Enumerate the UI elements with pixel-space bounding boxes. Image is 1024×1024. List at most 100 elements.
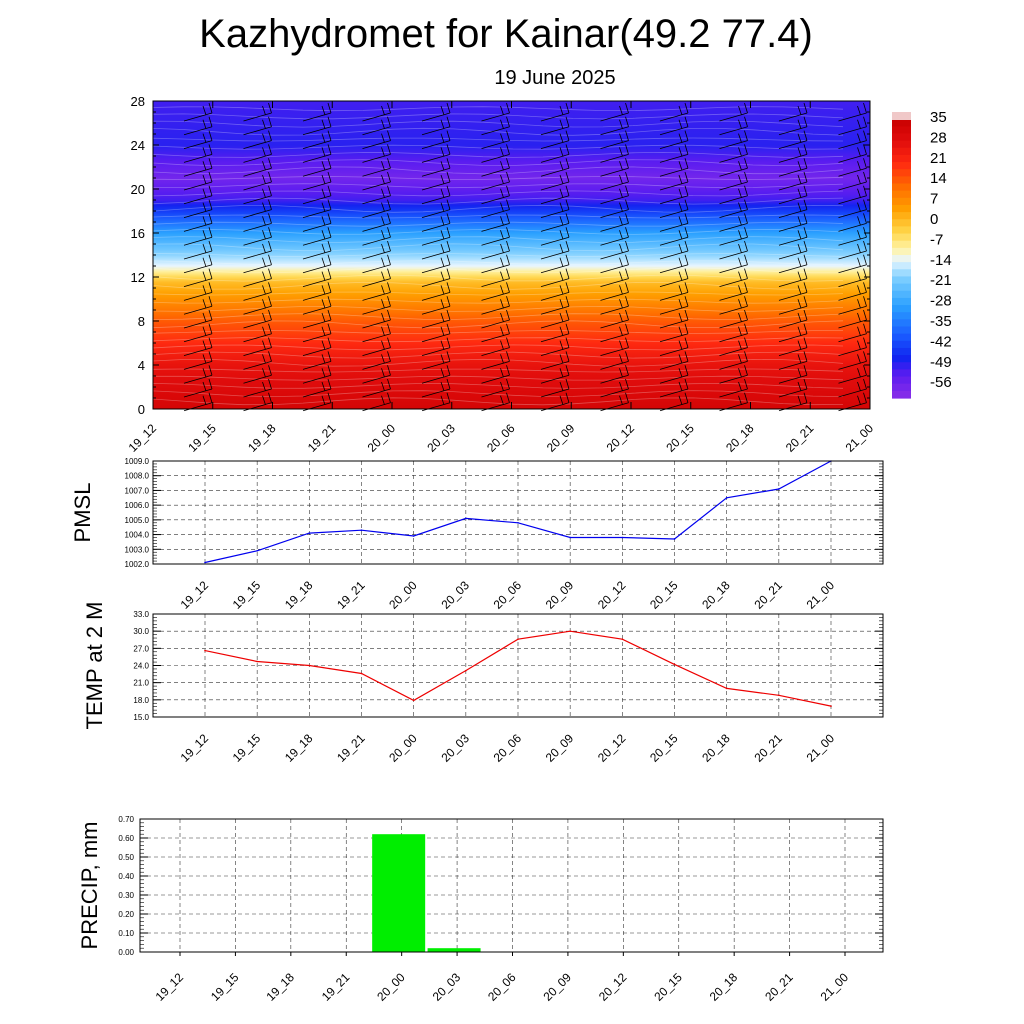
barb-flag <box>381 174 385 185</box>
barb-shaft <box>719 126 748 136</box>
barb-flag <box>797 161 802 171</box>
barb-flag <box>327 392 332 403</box>
barb-shaft <box>362 250 391 260</box>
barb-shaft <box>302 112 332 122</box>
colorbar-swatch <box>892 326 911 335</box>
barb-shaft <box>243 264 272 274</box>
barb-flag <box>678 326 683 336</box>
barb-flag <box>268 240 272 252</box>
wind-barb <box>421 365 451 384</box>
barb-flag <box>506 240 510 252</box>
data-point <box>412 699 415 702</box>
barb-shaft <box>778 140 808 149</box>
x-tick-label: 19_18 <box>282 731 316 765</box>
wind-barb <box>838 378 867 398</box>
barb-flag <box>321 368 326 378</box>
barb-flag <box>619 326 623 336</box>
wind-barb <box>778 171 808 191</box>
barb-flag <box>387 365 391 376</box>
barb-flag <box>738 174 742 185</box>
barb-flag <box>327 337 332 348</box>
barb-shaft <box>481 388 510 398</box>
barb-flag <box>738 188 742 198</box>
barb-flag <box>863 296 867 307</box>
isotherm-contour <box>152 375 844 381</box>
barb-shaft <box>778 374 808 384</box>
barb-flag <box>619 147 623 157</box>
wind-barb <box>600 296 629 315</box>
barb-shaft <box>838 278 867 287</box>
barb-flag <box>625 351 629 362</box>
barb-shaft <box>362 305 391 315</box>
barb-flag <box>744 351 748 362</box>
barb-shaft <box>600 388 629 398</box>
barb-flag <box>803 116 808 127</box>
data-point <box>465 517 467 520</box>
barb-shaft <box>778 167 808 177</box>
wind-barb <box>600 213 629 232</box>
barb-flag <box>321 340 326 350</box>
data-point <box>308 532 311 534</box>
barb-flag <box>321 354 326 364</box>
barb-flag <box>387 158 391 169</box>
barb-flag <box>684 213 689 224</box>
barb-flag <box>202 340 207 350</box>
wind-barb <box>421 323 451 343</box>
barb-flag <box>625 199 629 210</box>
barb-flag <box>619 174 623 185</box>
x-tick-label: 20_03 <box>438 731 472 765</box>
barb-shaft <box>838 223 867 232</box>
barb-flag <box>565 254 570 265</box>
wind-barb <box>838 213 867 232</box>
barb-flag <box>321 202 326 212</box>
barb-flag <box>559 354 564 364</box>
precip-plot: 0.00 0.10 0.20 0.30 0.40 0.50 0.60 0.70 19_12 19_… <box>77 815 884 1004</box>
barb-shaft <box>362 181 391 191</box>
colorbar-swatch <box>892 290 911 299</box>
barb-flag <box>440 119 445 129</box>
barb-shaft <box>243 374 272 384</box>
wind-barb <box>778 351 808 370</box>
barb-flag <box>387 185 391 196</box>
barb-flag <box>625 158 629 169</box>
barb-shaft <box>719 361 748 370</box>
barb-flag <box>440 299 445 309</box>
barb-flag <box>262 230 266 240</box>
isotherm-contour <box>152 397 844 406</box>
wind-barb <box>183 351 213 370</box>
barb-flag <box>863 378 867 390</box>
wind-barb <box>183 365 213 384</box>
barb-flag <box>738 326 742 336</box>
barb-flag <box>262 285 266 295</box>
barb-shaft <box>183 347 213 356</box>
barb-flag <box>744 240 748 252</box>
wind-barb <box>362 323 391 343</box>
x-tick-label: 20_03 <box>424 421 458 455</box>
x-tick-label: 21_00 <box>843 421 877 455</box>
barb-flag <box>208 144 213 155</box>
barb-flag <box>797 299 802 309</box>
barb-flag <box>738 395 742 405</box>
barb-shaft <box>600 181 629 191</box>
wind-barb <box>302 185 332 205</box>
barb-flag <box>381 299 385 309</box>
barb-shaft <box>600 236 629 246</box>
wind-barb <box>659 282 689 301</box>
wind-barb <box>421 351 451 370</box>
y-tick-label: 15.0 <box>133 713 149 722</box>
barb-shaft <box>838 264 867 274</box>
barb-flag <box>863 227 867 238</box>
barb-flag <box>268 185 272 196</box>
barb-flag <box>803 213 808 224</box>
barb-flag <box>684 296 689 307</box>
wind-barb <box>302 227 332 246</box>
wind-barb <box>183 227 213 246</box>
x-tick-label: 20_21 <box>783 421 817 455</box>
x-tick-label: 21_00 <box>804 578 838 612</box>
barb-flag <box>625 116 629 127</box>
barb-flag <box>500 202 504 212</box>
barb-shaft <box>600 305 629 315</box>
temperature-field <box>153 101 870 409</box>
wind-barb <box>421 337 451 356</box>
barb-flag <box>381 202 385 212</box>
